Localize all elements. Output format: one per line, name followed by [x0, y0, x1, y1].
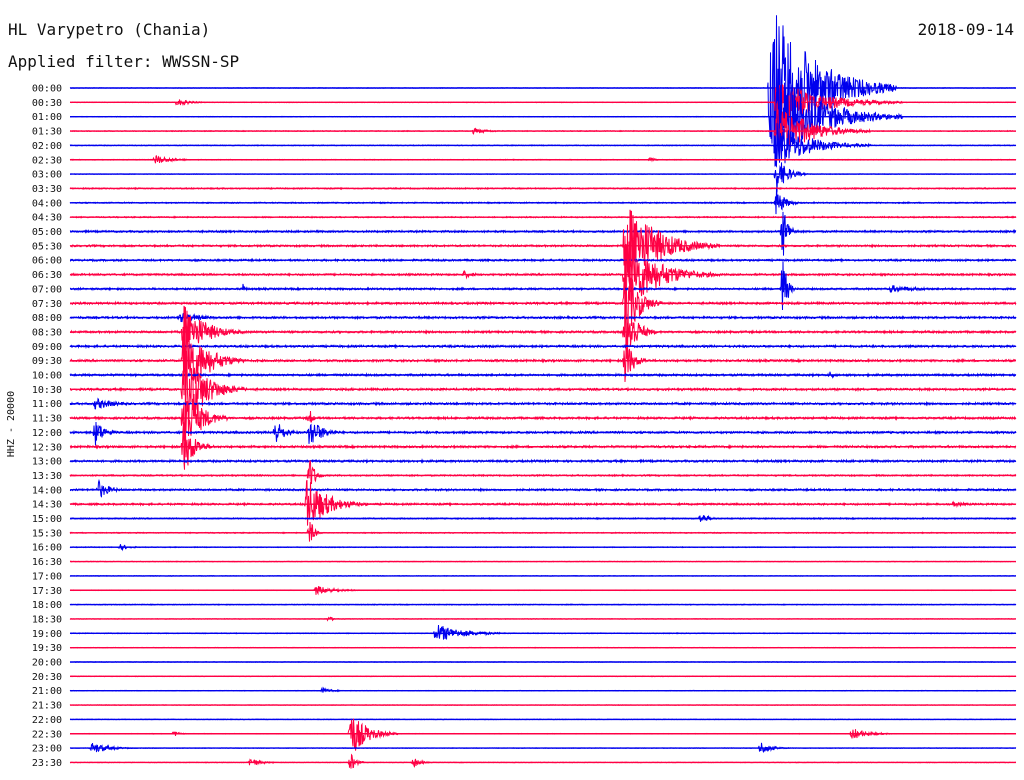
- row-label: 14:30: [32, 500, 62, 511]
- row-label: 15:00: [32, 514, 62, 525]
- trace-row-1900: [69, 625, 1017, 640]
- row-label: 17:30: [32, 586, 62, 597]
- trace-row-0400: [69, 188, 1017, 215]
- row-label: 12:00: [32, 428, 62, 439]
- row-label: 00:30: [32, 98, 62, 109]
- trace-row-1530: [69, 522, 1017, 542]
- row-label: 23:00: [32, 744, 62, 755]
- row-label: 10:30: [32, 385, 62, 396]
- filter-label: Applied filter: WWSSN-SP: [8, 52, 240, 71]
- row-label: 06:00: [32, 256, 62, 267]
- row-label: 07:00: [32, 284, 62, 295]
- trace-row-2230: [69, 718, 1017, 751]
- trace-row-1400: [69, 478, 1017, 498]
- trace-row-0000: [69, 15, 1017, 167]
- row-label: 18:30: [32, 614, 62, 625]
- row-label: 19:30: [32, 643, 62, 654]
- row-label: 11:30: [32, 414, 62, 425]
- row-label: 04:00: [32, 198, 62, 209]
- row-label: 02:30: [32, 155, 62, 166]
- station-title: HL Varypetro (Chania): [8, 20, 211, 39]
- trace-row-1330: [69, 460, 1017, 485]
- row-label: 20:30: [32, 672, 62, 683]
- row-label: 07:30: [32, 299, 62, 310]
- trace-row-1200: [69, 422, 1017, 446]
- row-label: 02:00: [32, 141, 62, 152]
- trace-row-1130: [69, 398, 1017, 441]
- row-label: 03:00: [32, 170, 62, 181]
- row-label: 18:00: [32, 600, 62, 611]
- row-label-group: 00:00 00:30 01:00 01:30 02:00 02:30 03:00 03:30…: [32, 84, 62, 769]
- row-label: 09:00: [32, 342, 62, 353]
- row-label: 16:00: [32, 543, 62, 554]
- trace-row-0500: [69, 211, 1017, 256]
- trace-row-0130: [69, 103, 1017, 156]
- row-label: 08:30: [32, 327, 62, 338]
- row-label: 00:00: [32, 84, 62, 95]
- row-label: 13:00: [32, 457, 62, 468]
- trace-row-2330: [69, 753, 1017, 769]
- row-label: 13:30: [32, 471, 62, 482]
- row-label: 03:30: [32, 184, 62, 195]
- row-label: 04:30: [32, 213, 62, 224]
- row-label: 11:00: [32, 399, 62, 410]
- row-label: 10:00: [32, 371, 62, 382]
- row-label: 01:00: [32, 112, 62, 123]
- row-label: 23:30: [32, 758, 62, 769]
- row-label: 05:00: [32, 227, 62, 238]
- date-label: 2018-09-14: [917, 20, 1014, 39]
- channel-label: HHZ - 20000: [6, 391, 17, 457]
- row-label: 01:30: [32, 127, 62, 138]
- row-label: 08:00: [32, 313, 62, 324]
- row-label: 21:30: [32, 701, 62, 712]
- row-label: 12:30: [32, 442, 62, 453]
- row-label: 21:00: [32, 686, 62, 697]
- trace-row-0830: [69, 296, 1017, 362]
- row-label: 15:30: [32, 528, 62, 539]
- row-label: 20:00: [32, 658, 62, 669]
- row-label: 05:30: [32, 241, 62, 252]
- row-label: 06:30: [32, 270, 62, 281]
- row-label: 22:00: [32, 715, 62, 726]
- row-label: 19:00: [32, 629, 62, 640]
- row-label: 22:30: [32, 729, 62, 740]
- row-label: 09:30: [32, 356, 62, 367]
- row-label: 17:00: [32, 571, 62, 582]
- trace-row-0530: [69, 209, 1017, 291]
- row-label: 16:30: [32, 557, 62, 568]
- trace-group: [69, 15, 1017, 769]
- row-label: 14:00: [32, 485, 62, 496]
